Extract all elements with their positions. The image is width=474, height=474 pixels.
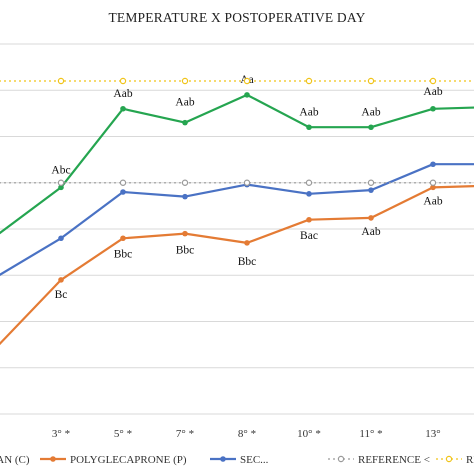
data-label: Bbc <box>176 245 195 257</box>
data-point <box>243 77 251 85</box>
data-label: Aab <box>423 195 442 207</box>
data-point <box>306 191 312 197</box>
data-point <box>368 187 374 193</box>
data-point <box>367 77 375 85</box>
data-point <box>368 124 374 131</box>
data-point <box>119 179 127 186</box>
legend-marker <box>220 456 226 462</box>
data-label: Bbc <box>114 248 133 260</box>
legend-marker <box>50 456 56 462</box>
x-tick-label: 5° * <box>114 428 132 440</box>
data-point <box>181 77 189 85</box>
data-point <box>430 105 436 112</box>
legend-marker <box>337 455 345 463</box>
series-line <box>0 93 474 235</box>
data-point <box>430 161 436 168</box>
data-point <box>57 179 65 186</box>
data-point <box>181 179 189 186</box>
data-label: Bbc <box>238 256 257 268</box>
data-point <box>305 77 313 85</box>
data-point <box>58 184 64 191</box>
data-label: Bac <box>300 230 318 242</box>
data-point <box>58 277 64 283</box>
data-label: Aab <box>423 86 442 98</box>
data-label: Aab <box>361 106 380 118</box>
x-tick-label: 8° * <box>238 428 256 440</box>
legend-label: SEC... <box>240 454 269 466</box>
legend-label: REFERENCE < <box>358 454 430 466</box>
data-label: Aab <box>361 226 380 238</box>
data-point <box>120 189 126 195</box>
data-point <box>120 105 126 112</box>
data-point <box>120 235 126 242</box>
data-point <box>243 179 251 186</box>
legend-label: POLYGLECAPRONE (P) <box>70 454 187 466</box>
data-label: Bc <box>55 289 68 301</box>
x-tick-label: 11° * <box>359 428 382 440</box>
x-tick-label: 10° * <box>297 428 321 440</box>
data-point <box>244 240 250 246</box>
data-label: Aab <box>299 106 318 118</box>
data-point <box>58 235 64 242</box>
data-point <box>57 77 65 85</box>
x-tick-label: 7° * <box>176 428 194 440</box>
data-point <box>182 119 188 126</box>
x-tick-label: 13° <box>425 428 440 440</box>
data-point <box>430 184 436 191</box>
data-point <box>429 179 437 186</box>
data-point <box>429 77 437 85</box>
data-point <box>182 230 188 237</box>
legend-label: REFERENCE > <box>466 454 474 466</box>
data-point <box>306 124 312 131</box>
data-point <box>119 77 127 85</box>
data-point <box>368 215 374 221</box>
legend-label: ...AN (C) <box>0 454 30 466</box>
data-point <box>306 216 312 223</box>
data-point <box>182 193 188 200</box>
data-label: Abc <box>51 164 70 176</box>
x-tick-label: 3° * <box>52 428 70 440</box>
data-point <box>244 92 250 98</box>
legend-marker <box>445 455 453 463</box>
data-label: Aab <box>175 97 194 109</box>
data-point <box>305 179 313 186</box>
data-label: Aab <box>113 88 132 100</box>
data-point <box>367 179 375 186</box>
chart-title: TEMPERATURE X POSTOPERATIVE DAY <box>108 10 366 25</box>
